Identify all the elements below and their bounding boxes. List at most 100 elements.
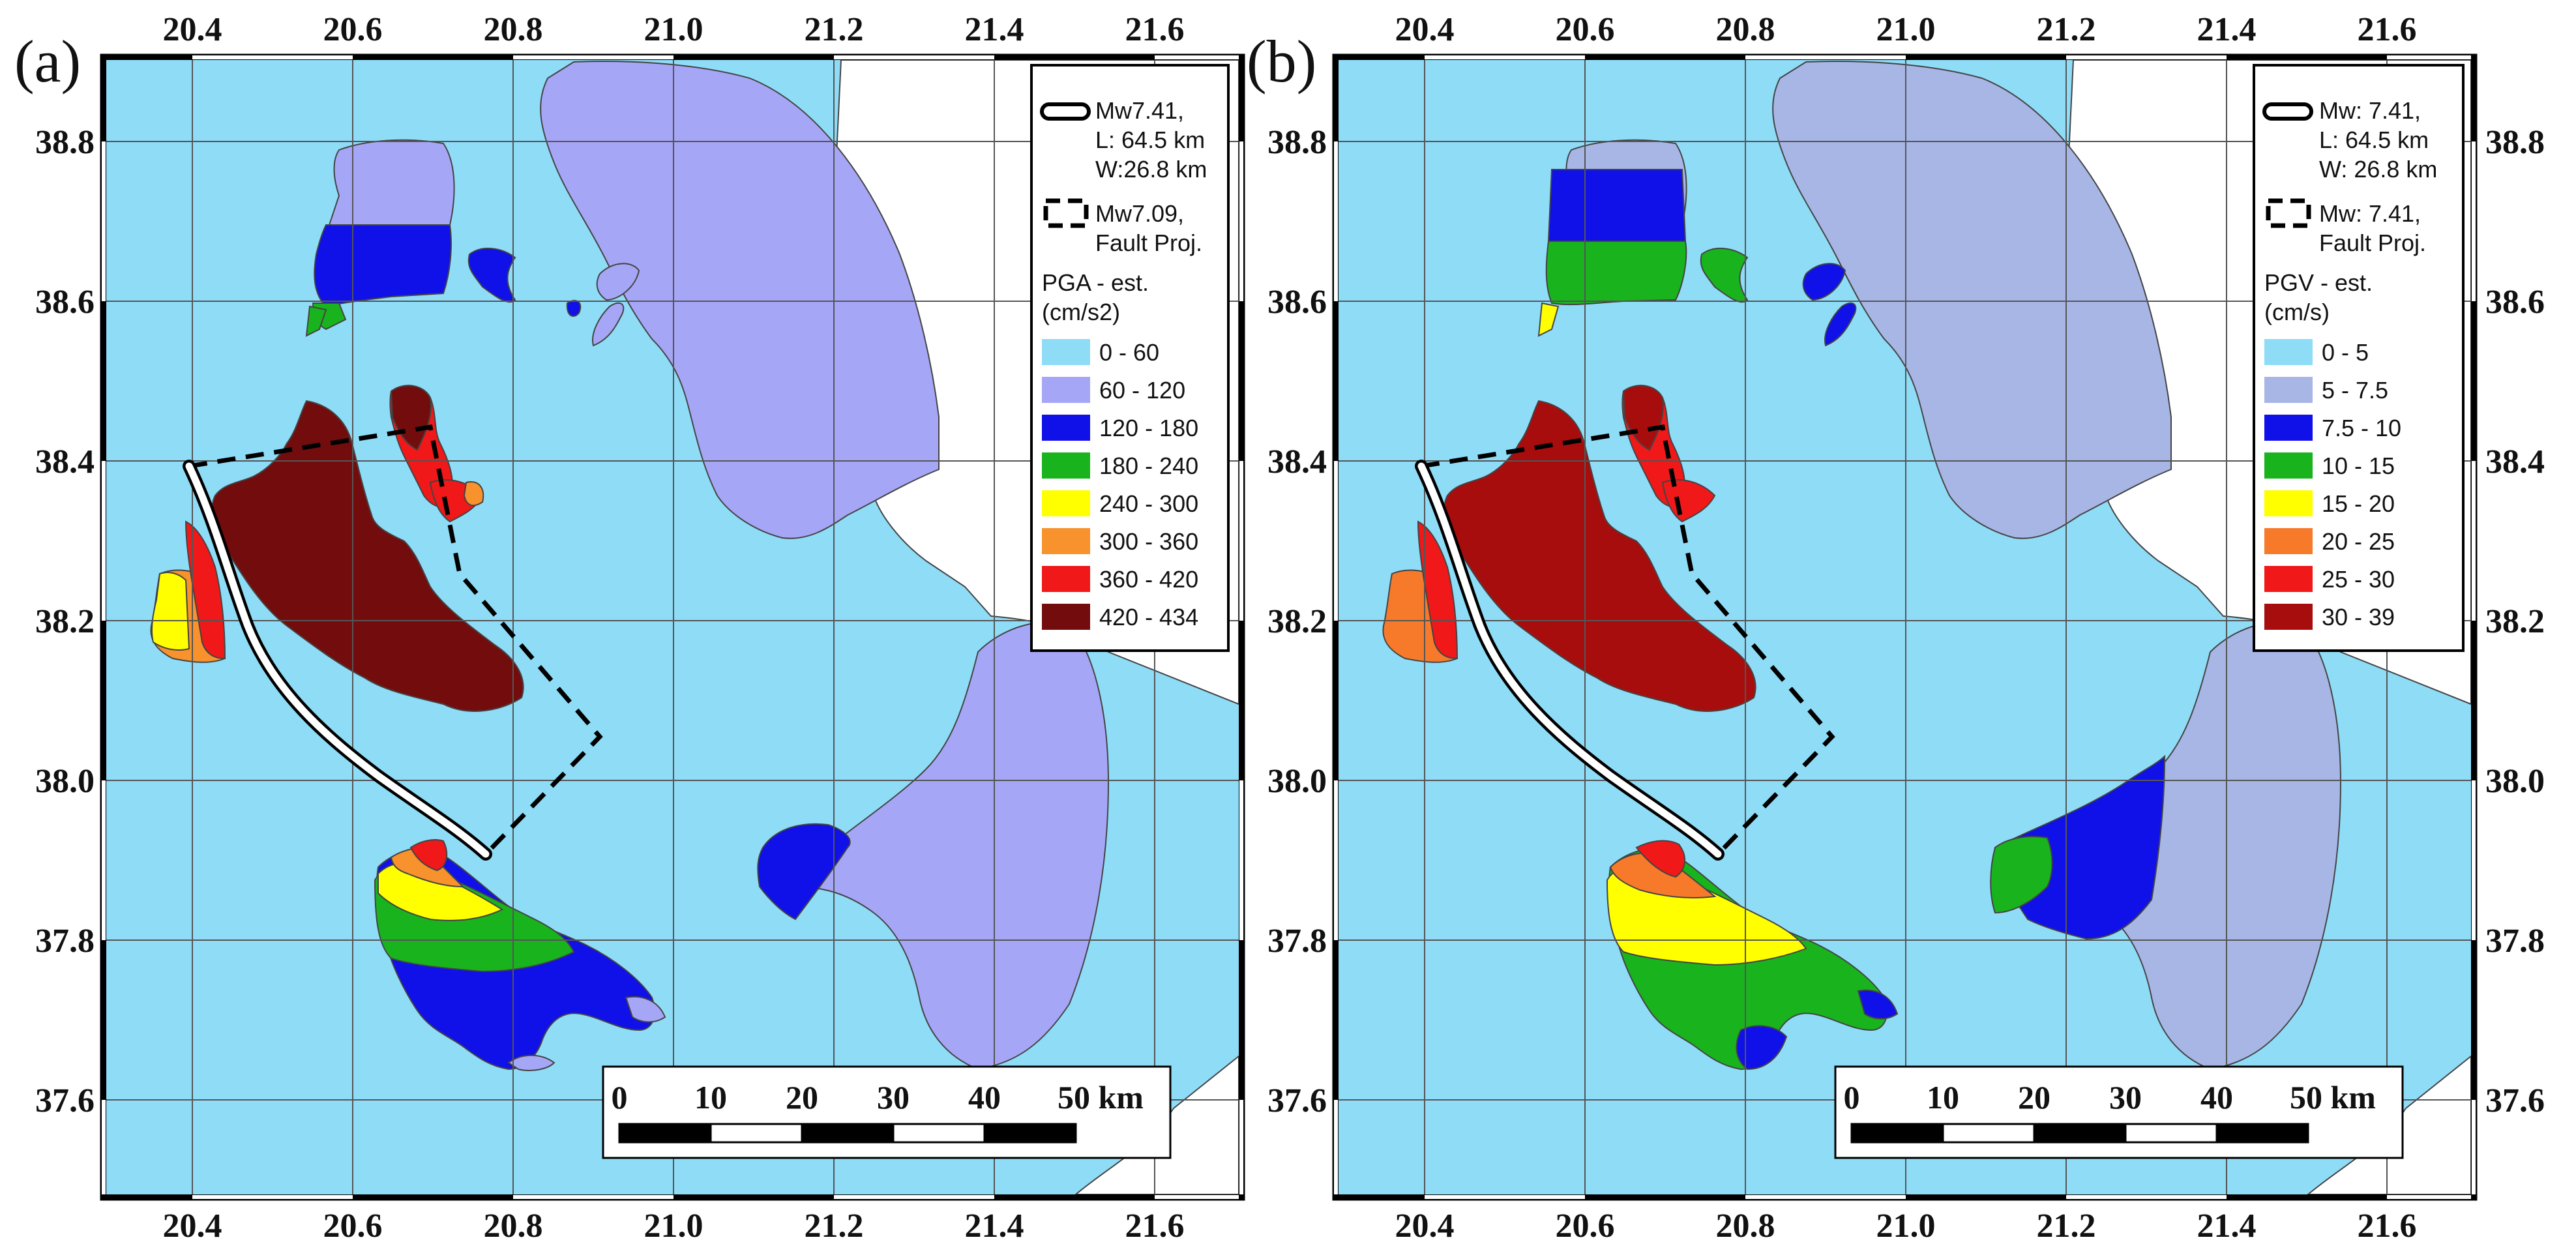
- scale-label: 20: [786, 1079, 818, 1116]
- zakynthos-red-b: [1635, 840, 1685, 878]
- axis-labels: 20.4 20.4 20.4 20.4 20.6 20.6 20.6 20.6 20.8 20.8…: [35, 11, 2545, 1245]
- legend-class-label: 0 - 5: [2322, 339, 2369, 366]
- lefkada-a: [325, 139, 455, 235]
- scale-label: 10: [694, 1079, 727, 1116]
- scale-label: 0: [1844, 1079, 1860, 1116]
- legend-rupture-line2: L: 64.5 km: [1095, 126, 1205, 153]
- zakynthos-tip-a: [507, 1054, 555, 1071]
- y-tick-label: 37.8: [2485, 923, 2545, 960]
- y-tick-label: 38.0: [35, 763, 95, 800]
- mainland-peninsula-a: [790, 621, 1110, 1071]
- x-tick-label: 21.4: [965, 1207, 1024, 1245]
- cephalonia-b: [1443, 400, 1756, 712]
- x-tick-label: 21.2: [805, 11, 864, 48]
- legend-b: Mw: 7.41, L: 64.5 km W: 26.8 km Mw: 7.41…: [2253, 64, 2465, 652]
- legend-class-label: 0 - 60: [1099, 339, 1159, 366]
- legend-swatch: [1042, 415, 1090, 441]
- panel-label-a: (a): [14, 28, 81, 95]
- legend-projection-line1: Mw7.09,: [1095, 200, 1184, 227]
- legend-class-label: 20 - 25: [2322, 528, 2395, 555]
- legend-class-label: 300 - 360: [1099, 528, 1198, 555]
- legend-class-label: 10 - 15: [2322, 452, 2395, 479]
- legend-title-line1: PGA - est.: [1042, 269, 1149, 296]
- x-tick-label: 20.8: [484, 11, 543, 48]
- scale-segments-a: [618, 1123, 1077, 1144]
- mainland-blue-patch-a: [757, 823, 851, 921]
- x-tick-label: 21.6: [2358, 11, 2417, 48]
- legend-class-label: 7.5 - 10: [2322, 415, 2401, 441]
- scale-label: 30: [877, 1079, 910, 1116]
- lefkada-green-b: [1545, 241, 1687, 306]
- y-tick-label: 38.4: [2485, 443, 2545, 481]
- frame-ticks-a: [101, 55, 1244, 1200]
- lefkada-tip-a: [305, 305, 327, 337]
- legend-projection-line1: Mw: 7.41,: [2319, 200, 2421, 227]
- scale-bar-b: 0 10 20 30 40 50 km: [1834, 1065, 2404, 1159]
- legend-class-label: 240 - 300: [1099, 490, 1198, 517]
- zakynthos-red-a: [409, 839, 448, 872]
- x-tick-label: 20.6: [1556, 1207, 1615, 1245]
- scale-label: 20: [2018, 1079, 2050, 1116]
- legend-swatch: [1042, 452, 1090, 479]
- x-tick-label: 21.6: [1125, 11, 1185, 48]
- scale-label: 0: [612, 1079, 628, 1116]
- x-tick-label: 21.4: [2197, 1207, 2257, 1245]
- x-tick-label: 21.0: [1876, 1207, 1936, 1245]
- legend-swatch: [2264, 528, 2313, 554]
- x-tick-label: 20.6: [1556, 11, 1615, 48]
- y-tick-label: 38.2: [1267, 603, 1327, 640]
- zakynthos-east-a: [625, 996, 666, 1023]
- y-tick-label: 38.0: [1267, 763, 1327, 800]
- scale-labels-a: 0 10 20 30 40 50 km: [612, 1079, 1144, 1116]
- y-tick-label: 38.2: [35, 603, 95, 640]
- x-tick-label: 21.4: [2197, 11, 2257, 48]
- y-tick-label: 37.6: [2485, 1082, 2545, 1119]
- legend-swatch: [2264, 452, 2313, 479]
- y-tick-label: 38.0: [2485, 763, 2545, 800]
- x-tick-label: 21.6: [1125, 1207, 1185, 1245]
- zakynthos-east-b: [1857, 989, 1899, 1020]
- legend-projection-line2: Fault Proj.: [2319, 229, 2426, 256]
- scale-label: 50 km: [2290, 1079, 2376, 1116]
- paliki-yellow-a: [151, 572, 190, 651]
- x-tick-label: 20.4: [163, 11, 222, 48]
- y-tick-label: 38.6: [35, 284, 95, 321]
- scale-label: 40: [968, 1079, 1001, 1116]
- x-tick-label: 21.0: [644, 1207, 703, 1245]
- legend-rupture-line2: L: 64.5 km: [2319, 126, 2429, 153]
- legend-class-label: 5 - 7.5: [2322, 377, 2388, 404]
- y-tick-label: 38.6: [2485, 284, 2545, 321]
- ithaca-orange-a: [463, 481, 484, 507]
- y-tick-label: 38.6: [1267, 284, 1327, 321]
- x-tick-label: 20.8: [484, 1207, 543, 1245]
- mainland-green-b: [1990, 836, 2053, 914]
- legend-projection-line2: Fault Proj.: [1095, 229, 1202, 256]
- scale-label: 50 km: [1058, 1079, 1144, 1116]
- fault-projection-b: [1421, 424, 1835, 856]
- legend-rupture-line3: W: 26.8 km: [2319, 156, 2437, 183]
- cephalonia-a: [211, 400, 524, 712]
- legend-class-label: 180 - 240: [1099, 452, 1198, 479]
- mainland-north-b: [1772, 61, 2172, 539]
- panel-b: Mw: 7.41, L: 64.5 km W: 26.8 km Mw: 7.41…: [1247, 28, 2478, 1201]
- kalamos-b: [1802, 263, 1846, 301]
- legend-swatch: [1042, 566, 1090, 592]
- x-tick-label: 21.2: [2037, 11, 2096, 48]
- scale-labels-b: 0 10 20 30 40 50 km: [1844, 1079, 2376, 1116]
- legend-class-label: 30 - 39: [2322, 604, 2395, 630]
- legend-swatch: [1042, 604, 1090, 630]
- y-tick-label: 38.8: [2485, 124, 2545, 161]
- legend-swatch: [2264, 566, 2313, 592]
- meganisi-a: [467, 247, 516, 303]
- panel-label-b: (b): [1247, 28, 1316, 95]
- y-tick-label: 37.8: [1267, 923, 1327, 960]
- y-tick-label: 37.6: [1267, 1082, 1327, 1119]
- zakynthos-blue-b: [1736, 1025, 1788, 1071]
- legend-class-label: 120 - 180: [1099, 415, 1198, 441]
- scale-segments-b: [1850, 1123, 2309, 1144]
- x-tick-label: 21.2: [805, 1207, 864, 1245]
- legend-a: Mw7.41, L: 64.5 km W:26.8 km Mw7.09, Fau…: [1030, 64, 1230, 652]
- y-tick-label: 38.8: [1267, 124, 1327, 161]
- x-tick-label: 20.4: [1395, 11, 1455, 48]
- legend-swatch: [1042, 339, 1090, 365]
